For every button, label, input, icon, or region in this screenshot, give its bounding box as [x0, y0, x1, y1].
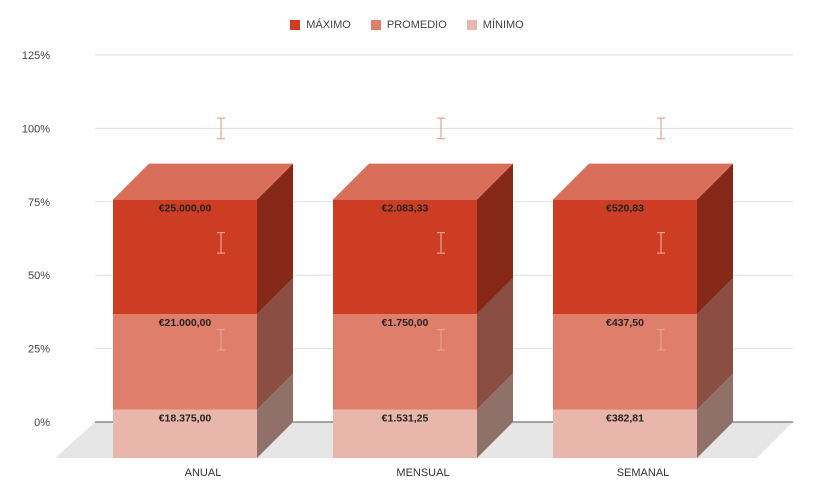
bar-side-face: [697, 373, 733, 458]
bar-side-face: [257, 373, 293, 458]
bar-segment-promedio: [553, 314, 697, 410]
x-tick-label: SEMANAL: [617, 467, 670, 479]
y-tick-label: 125%: [22, 50, 50, 62]
error-bar: [437, 328, 445, 351]
bar-segment-máximo: [113, 199, 257, 315]
error-bar: [217, 117, 225, 140]
data-label: €21.000,00: [159, 317, 212, 329]
data-label: €382,81: [606, 413, 644, 425]
data-label: €25.000,00: [159, 203, 212, 215]
bar-side-face: [477, 278, 513, 410]
bar-segment-promedio: [113, 314, 257, 410]
error-bar: [437, 232, 445, 254]
bar-segment-máximo: [333, 199, 477, 315]
bar-side-face: [257, 163, 293, 315]
error-bar: [657, 117, 665, 140]
bar-segment-máximo: [553, 199, 697, 315]
legend-item: MÍNIMO: [466, 19, 524, 31]
error-bar: [217, 232, 225, 254]
chart-legend: MÁXIMO PROMEDIO MÍNIMO: [0, 19, 814, 31]
data-label: €437,50: [606, 317, 644, 329]
data-label: €1.531,25: [382, 413, 429, 425]
data-label: €1.750,00: [382, 317, 429, 329]
legend-label: PROMEDIO: [386, 19, 447, 31]
bar-side-face: [697, 278, 733, 410]
x-tick-label: MENSUAL: [396, 467, 449, 479]
error-bar: [217, 328, 225, 351]
data-label: €520,83: [606, 203, 644, 215]
bar-segment-mínimo: [333, 409, 477, 458]
bar-segment-mínimo: [113, 409, 257, 458]
bar-top-face: [553, 163, 733, 200]
error-bar: [657, 328, 665, 351]
legend-swatch: [370, 20, 381, 30]
bar-segment-mínimo: [553, 409, 697, 458]
y-tick-label: 50%: [28, 270, 50, 282]
x-tick-label: ANUAL: [185, 467, 222, 479]
data-label: €2.083,33: [382, 203, 429, 215]
legend-label: MÍNIMO: [482, 19, 524, 31]
error-bar: [437, 117, 445, 140]
bar-side-face: [257, 278, 293, 410]
bar-top-face: [333, 163, 513, 200]
bar-segment-promedio: [333, 314, 477, 410]
legend-swatch: [290, 20, 301, 30]
legend-label: MÁXIMO: [306, 19, 351, 31]
bar-top-face: [113, 163, 293, 200]
bar-side-face: [477, 373, 513, 458]
legend-item: PROMEDIO: [370, 19, 447, 31]
bar-side-face: [697, 163, 733, 315]
legend-item: MÁXIMO: [290, 19, 351, 31]
y-tick-label: 25%: [28, 344, 50, 356]
legend-swatch: [466, 20, 477, 30]
y-tick-label: 0%: [34, 417, 50, 429]
y-tick-label: 100%: [22, 123, 50, 135]
y-tick-label: 75%: [28, 197, 50, 209]
bar-side-face: [477, 163, 513, 315]
data-label: €18.375,00: [159, 413, 212, 425]
error-bar: [657, 232, 665, 254]
